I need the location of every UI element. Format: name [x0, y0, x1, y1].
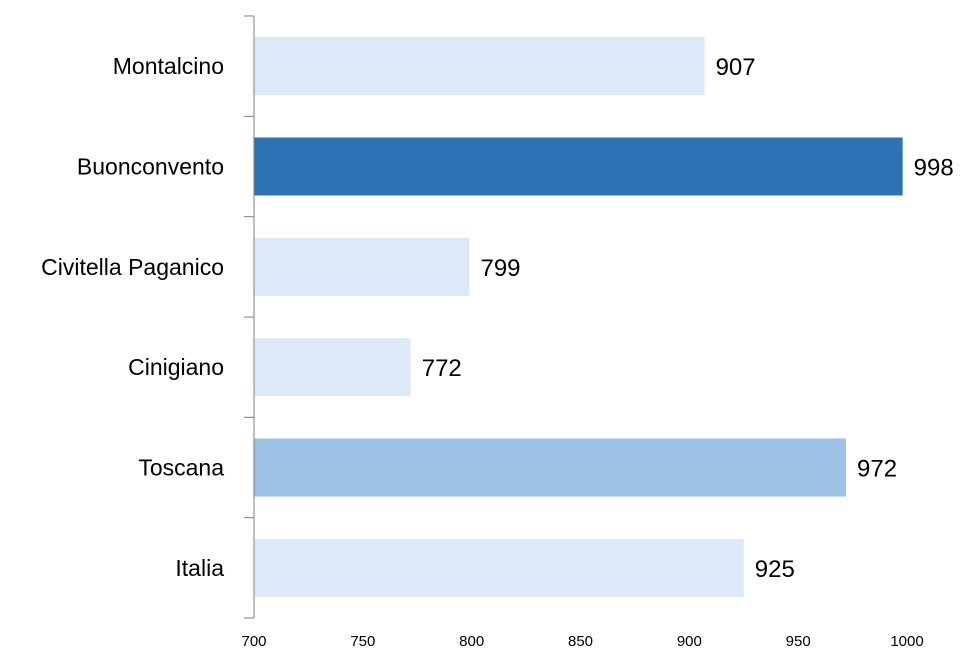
bar-italia — [254, 538, 744, 597]
axes-group — [244, 15, 255, 619]
x-tick-label: 750 — [350, 633, 375, 650]
bar-toscana — [254, 438, 847, 497]
data-label: 972 — [857, 456, 897, 483]
bar-cinigiano — [254, 338, 411, 397]
x-tick-label: 850 — [568, 633, 593, 650]
x-tick-label: 950 — [786, 633, 811, 650]
data-label: 925 — [755, 556, 795, 583]
data-label: 907 — [716, 54, 756, 81]
x-tick-label: 900 — [677, 633, 702, 650]
category-label: Cinigiano — [128, 354, 224, 380]
bar-buonconvento — [254, 137, 903, 196]
x-tick-labels: 700 750 800 850 900 950 1000 — [241, 633, 923, 650]
x-tick-label: 1000 — [890, 633, 923, 650]
x-tick-label: 700 — [241, 633, 266, 650]
category-label: Buonconvento — [77, 154, 224, 180]
bar-montalcino — [254, 37, 705, 96]
category-labels: Montalcino Buonconvento Civitella Paganico… — [41, 53, 224, 581]
data-label: 998 — [914, 155, 954, 182]
x-tick-label: 800 — [459, 633, 484, 650]
data-label: 772 — [422, 355, 462, 382]
data-label: 799 — [480, 255, 520, 282]
category-label: Italia — [175, 555, 224, 581]
bar-civitella-paganico — [254, 237, 470, 296]
category-label: Civitella Paganico — [41, 254, 224, 280]
bars-group — [254, 37, 903, 597]
category-label: Montalcino — [113, 53, 224, 79]
category-label: Toscana — [138, 455, 224, 481]
value-labels: 907 998 799 772 972 925 — [422, 54, 954, 583]
